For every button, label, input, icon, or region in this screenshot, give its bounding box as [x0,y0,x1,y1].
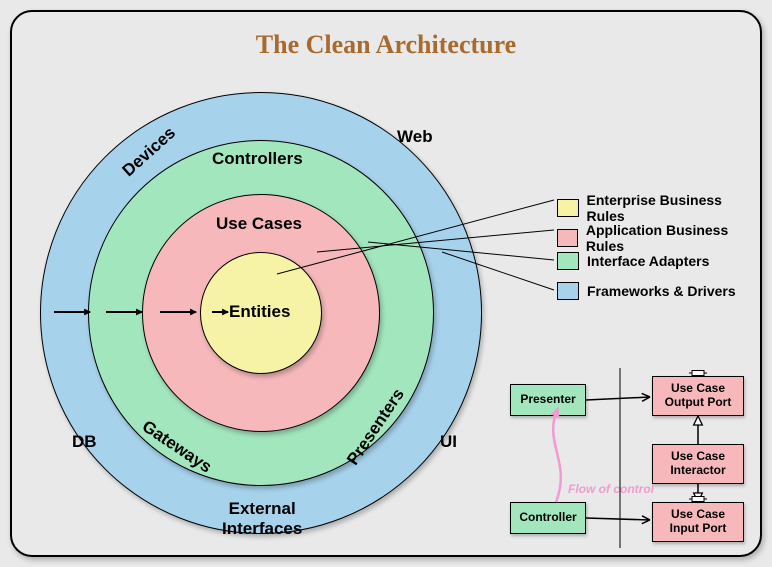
box-use-case-input-port: Use Case Input Port [652,502,744,542]
legend-row-adapters: Interface Adapters [557,252,709,270]
legend-label-adapters: Interface Adapters [587,253,709,269]
label-entities: Entities [229,302,290,322]
label-ui: UI [440,432,457,452]
box-use-case-output-port: Use Case Output Port [652,376,744,416]
legend-row-enterprise: Enterprise Business Rules [557,192,760,224]
legend-row-frameworks: Frameworks & Drivers [557,282,736,300]
legend-swatch-enterprise [557,199,579,217]
label-controllers: Controllers [212,149,303,169]
label-external-interfaces: External Interfaces [222,499,302,539]
box-use-case-interactor: Use Case Interactor [652,444,744,484]
legend-swatch-frameworks [557,282,579,300]
diagram-frame: The Clean Architecture Web Devices DB UI… [10,10,762,557]
label-use-cases: Use Cases [216,214,302,234]
legend-swatch-application [557,229,578,247]
diagram-title: The Clean Architecture [12,30,760,60]
legend-label-enterprise: Enterprise Business Rules [587,192,760,224]
box-controller: Controller [510,502,586,534]
legend-swatch-adapters [557,252,579,270]
label-web: Web [397,127,433,147]
legend-row-application: Application Business Rules [557,222,760,254]
legend-label-application: Application Business Rules [586,222,760,254]
label-flow-of-control: Flow of control [568,482,654,496]
legend-label-frameworks: Frameworks & Drivers [587,283,736,299]
label-db: DB [72,432,97,452]
box-presenter: Presenter [510,384,586,416]
